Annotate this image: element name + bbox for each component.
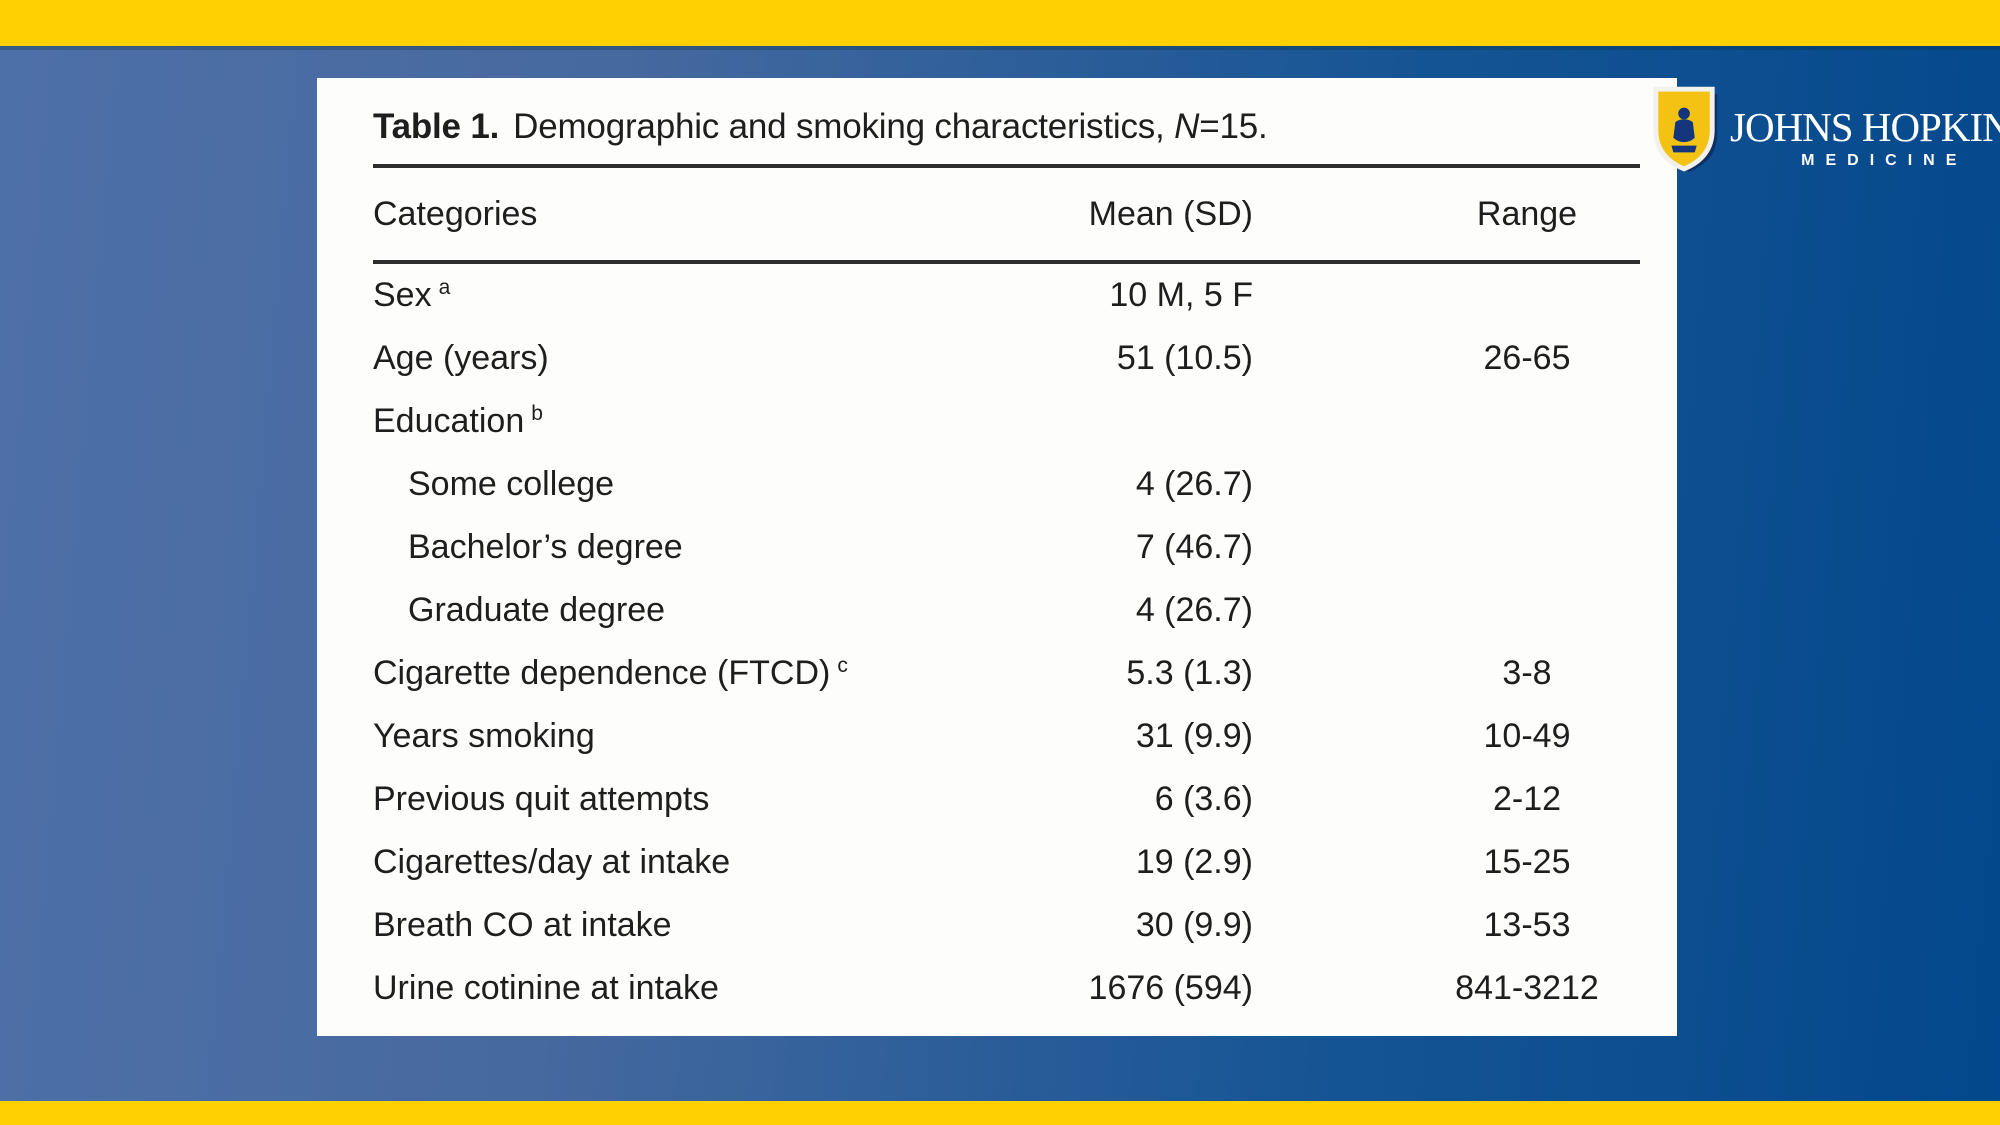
- table-row: Sex a 10 M, 5 F: [317, 264, 1677, 327]
- mean-sd-cell: 51 (10.5): [1116, 339, 1253, 377]
- mean-sd-cell: 7 (46.7): [1135, 528, 1253, 566]
- mean-sd-cell: 19 (2.9): [1135, 843, 1253, 881]
- table-panel: Table 1. Demographic and smoking characte…: [317, 78, 1677, 1036]
- category-cell: Some college: [408, 465, 615, 503]
- table-title-label: Table 1.: [373, 107, 500, 146]
- table-title-n-value: =15.: [1199, 107, 1268, 146]
- range-cell: 3-8: [1502, 654, 1552, 692]
- table-title-n: N: [1174, 107, 1200, 146]
- table-body: Sex a 10 M, 5 F Age (years) 51 (10.5) 26-…: [317, 264, 1677, 1020]
- table-row: Age (years) 51 (10.5) 26-65: [317, 327, 1677, 390]
- johns-hopkins-medicine-logo: JOHNS HOPKINS MEDICINE: [1652, 86, 2000, 176]
- range-cell: 10-49: [1483, 717, 1571, 755]
- category-cell: Cigarettes/day at intake: [373, 843, 731, 881]
- category-cell: Years smoking: [373, 717, 595, 755]
- table-title-text: Demographic and smoking characteristics,: [513, 107, 1175, 146]
- table-row: Breath CO at intake 30 (9.9) 13-53: [317, 894, 1677, 957]
- johns-hopkins-shield-icon: [1653, 86, 1718, 172]
- mean-sd-cell: 4 (26.7): [1135, 465, 1253, 503]
- category-cell: Urine cotinine at intake: [373, 969, 719, 1007]
- table-row: Education b: [317, 390, 1677, 453]
- mean-sd-cell: 30 (9.9): [1135, 906, 1253, 944]
- footnote-marker: a: [438, 275, 451, 299]
- table-row: Cigarettes/day at intake 19 (2.9) 15-25: [317, 831, 1677, 894]
- mean-sd-cell: 10 M, 5 F: [1109, 276, 1253, 314]
- mean-sd-cell: 5.3 (1.3): [1126, 654, 1253, 692]
- table-title: Table 1. Demographic and smoking characte…: [317, 104, 1677, 150]
- range-cell: 2-12: [1492, 780, 1562, 818]
- logo-org-name: JOHNS HOPKINS: [1730, 104, 2000, 150]
- table-row: Previous quit attempts 6 (3.6) 2-12: [317, 768, 1677, 831]
- category-cell: Sex a: [373, 275, 451, 314]
- footnote-marker: b: [531, 401, 543, 425]
- footnote-marker: c: [837, 653, 848, 677]
- bottom-accent-bar: [0, 1101, 2000, 1125]
- category-cell: Bachelor’s degree: [408, 528, 683, 566]
- column-header-mean-sd: Mean (SD): [1088, 194, 1253, 233]
- table-header-row: Categories Mean (SD) Range: [317, 168, 1677, 260]
- mean-sd-cell: 4 (26.7): [1135, 591, 1253, 629]
- table-row: Urine cotinine at intake 1676 (594) 841-…: [317, 957, 1677, 1020]
- table-row: Graduate degree 4 (26.7): [317, 579, 1677, 642]
- table-rule-header: [373, 260, 1640, 264]
- table-rule-top: [373, 164, 1640, 168]
- range-cell: 15-25: [1483, 843, 1571, 881]
- category-cell: Breath CO at intake: [373, 906, 672, 944]
- logo-division-name: MEDICINE: [1801, 152, 1968, 169]
- mean-sd-cell: 31 (9.9): [1135, 717, 1253, 755]
- top-accent-bar: [0, 0, 2000, 46]
- range-cell: 26-65: [1483, 339, 1571, 377]
- table-row: Some college 4 (26.7): [317, 453, 1677, 516]
- column-header-range: Range: [1476, 194, 1578, 233]
- logo-wordmark: JOHNS HOPKINS MEDICINE: [1730, 106, 2000, 170]
- category-cell: Previous quit attempts: [373, 780, 710, 818]
- range-cell: 13-53: [1483, 906, 1571, 944]
- range-cell: 841-3212: [1455, 969, 1599, 1007]
- mean-sd-cell: 6 (3.6): [1154, 780, 1253, 818]
- category-cell: Education b: [373, 401, 543, 440]
- table-row: Cigarette dependence (FTCD) c 5.3 (1.3) 3…: [317, 642, 1677, 705]
- column-header-categories: Categories: [373, 194, 538, 233]
- table-row: Years smoking 31 (9.9) 10-49: [317, 705, 1677, 768]
- category-cell: Age (years): [373, 339, 549, 377]
- mean-sd-cell: 1676 (594): [1088, 969, 1253, 1007]
- category-cell: Cigarette dependence (FTCD) c: [373, 653, 848, 692]
- category-cell: Graduate degree: [408, 591, 666, 629]
- table-row: Bachelor’s degree 7 (46.7): [317, 516, 1677, 579]
